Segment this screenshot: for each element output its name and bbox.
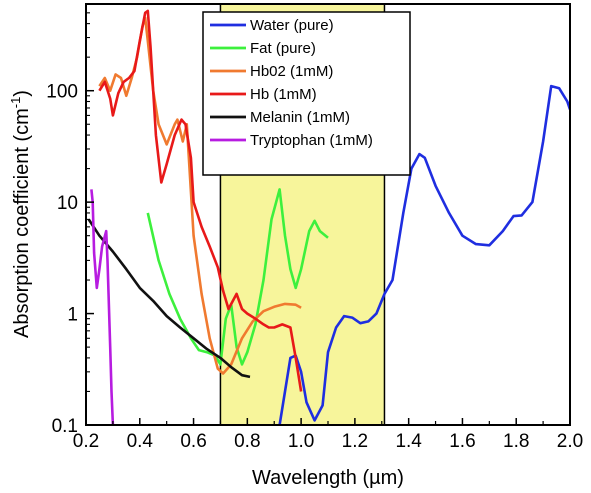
y-tick-label: 0.1 <box>52 416 78 437</box>
series-line-0 <box>278 84 570 425</box>
legend-label-5: Tryptophan (1mM) <box>250 132 373 149</box>
y-tick-label: 10 <box>57 193 78 214</box>
y-axis: 0.1 1 10 100 <box>46 3 94 437</box>
legend-label-3: Hb (1mM) <box>250 86 317 103</box>
x-tick-label: 1.8 <box>503 431 529 452</box>
x-tick-label: 0.6 <box>180 431 206 452</box>
x-tick-label: 1.2 <box>342 431 368 452</box>
y-tick-label: 1 <box>67 305 78 326</box>
y-tick-label: 100 <box>46 82 78 103</box>
legend-label-1: Fat (pure) <box>250 40 316 57</box>
legend: Water (pure) Fat (pure) Hb02 (1mM) Hb (1mM)… <box>202 11 411 176</box>
y-axis-title: Absorption coefficient (cm-1) <box>8 90 33 338</box>
x-tick-label: 0.8 <box>234 431 260 452</box>
x-axis: 0.2 0.4 0.6 0.8 1.0 1.2 1.4 1.6 1.8 2.0 <box>73 418 583 452</box>
legend-label-0: Water (pure) <box>250 17 334 34</box>
legend-items: Water (pure) Fat (pure) Hb02 (1mM) Hb (1mM)… <box>210 17 373 149</box>
y-axis-title-unit: -1 <box>8 97 23 109</box>
x-tick-label: 2.0 <box>557 431 583 452</box>
x-tick-label: 1.4 <box>395 431 422 452</box>
x-tick-label: 0.2 <box>73 431 99 452</box>
legend-label-4: Melanin (1mM) <box>250 109 350 126</box>
series-group <box>87 9 570 425</box>
series-line-4 <box>87 218 251 379</box>
legend-label-2: Hb02 (1mM) <box>250 63 333 80</box>
series-line-2 <box>98 16 302 375</box>
y-axis-title-close: ) <box>11 90 33 97</box>
series-line-5 <box>90 189 115 425</box>
x-tick-label: 0.4 <box>127 431 154 452</box>
x-tick-label: 1.6 <box>449 431 475 452</box>
y-axis-title-main: Absorption coefficient (cm <box>11 108 33 338</box>
x-tick-label: 1.0 <box>288 431 314 452</box>
x-axis-title: Wavelength (µm) <box>252 467 404 489</box>
series-line-3 <box>98 9 303 392</box>
series-line-1 <box>146 188 329 366</box>
